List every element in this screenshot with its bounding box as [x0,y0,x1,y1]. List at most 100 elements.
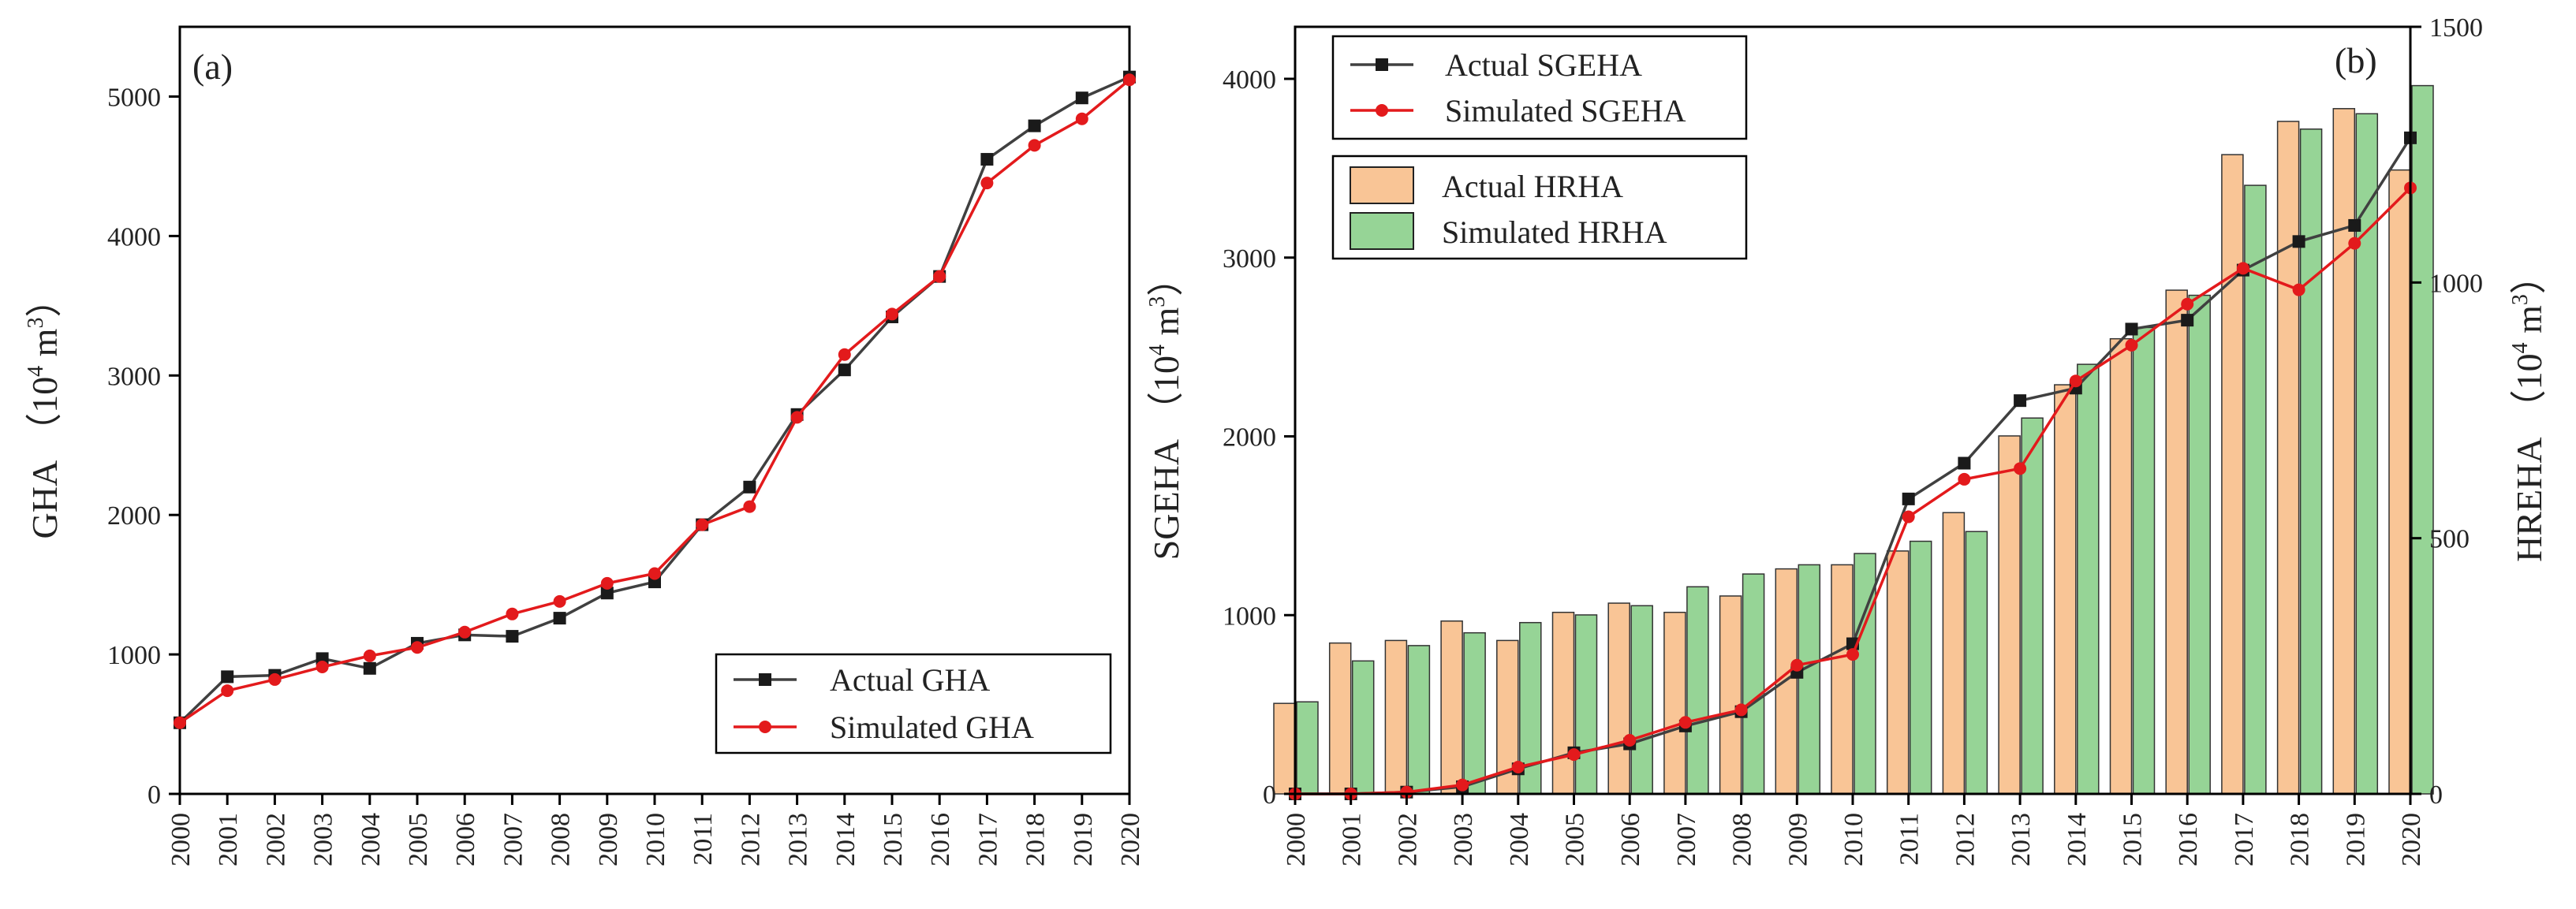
point-actual-gha-2019 [1075,91,1088,105]
panel-b-left-ytick-label: 2000 [1223,423,1276,453]
panel-b-xtick-label: 2002 [1393,813,1422,866]
panel-b-left-ytick-label: 3000 [1223,244,1276,274]
point-actual-gha-2001 [221,670,234,684]
point-simulated-gha-2019 [1075,112,1088,125]
point-simulated-sgeha-2017 [2236,262,2249,275]
panel-b-xtick-label: 2016 [2174,813,2203,866]
point-actual-sgeha-2012 [1958,456,1971,470]
series-simulated-gha-line [179,78,1131,725]
panel-b-xtick-marks [1294,794,2412,805]
point-simulated-sgeha-2016 [2181,297,2194,311]
legend-actual-sgeha-label: Actual SGEHA [1445,47,1642,83]
panel-b-xtick-label: 2006 [1616,813,1645,866]
panel-a-y-axis-title: GHA（104 m3） [24,281,65,539]
point-actual-gha-2007 [506,630,519,643]
panel-b-xtick-label: 2019 [2341,813,2370,866]
panel-a-ytick-label: 0 [147,780,161,810]
panel-a-xtick-label: 2007 [498,813,528,866]
point-simulated-gha-2020 [1123,73,1136,87]
point-simulated-sgeha-2008 [1734,703,1748,717]
point-simulated-gha-2009 [600,576,614,590]
bar-actual-hrha-2000 [1273,702,1296,795]
panel-a-xtick-label: 2014 [831,813,861,866]
panel-b-right-ytick-labels: 0 500 1000 1500 [2429,13,2483,810]
bar-simulated-hrha-2014 [2077,363,2100,795]
panel-b-xtick-label: 2018 [2286,813,2315,866]
bar-simulated-hrha-2003 [1463,631,1486,795]
panel-b-lines [1289,131,2417,800]
bar-actual-hrha-2019 [2332,108,2356,795]
panel-a-xtick-label: 2005 [404,813,433,866]
point-actual-gha-2018 [1028,119,1041,132]
bar-actual-hrha-2011 [1886,550,1910,795]
panel-b-xtick-label: 2011 [1895,813,1925,866]
point-simulated-sgeha-2011 [1902,510,1915,523]
point-simulated-sgeha-2018 [2292,283,2305,296]
panel-a-xtick-labels: 2000 2001 2002 2003 2004 2005 2006 2007 2008 2009… [166,813,1145,866]
series-actual-gha-line [178,76,1130,725]
legend-actual-gha-label: Actual GHA [830,662,990,698]
panel-b-xtick-label: 2014 [2063,813,2092,866]
panel-a-xtick-label: 2011 [689,813,718,866]
bar-simulated-hrha-2005 [1574,614,1598,795]
point-actual-gha-2014 [838,363,851,377]
bar-actual-hrha-2016 [2165,289,2188,795]
bar-simulated-hrha-2015 [2132,326,2156,795]
bar-actual-hrha-2020 [2388,169,2411,795]
point-simulated-gha-2017 [980,177,994,190]
point-actual-sgeha-2011 [1902,492,1915,505]
point-simulated-gha-2004 [363,649,376,662]
point-simulated-sgeha-2006 [1623,733,1637,747]
point-actual-sgeha-2016 [2181,314,2194,327]
bar-simulated-hrha-2013 [2021,417,2044,795]
point-actual-sgeha-2018 [2292,235,2305,248]
point-simulated-gha-2012 [743,500,756,513]
point-actual-sgeha-2013 [2014,394,2027,408]
bar-actual-hrha-2005 [1551,611,1575,795]
panel-b-xtick-label: 2005 [1561,813,1590,866]
panel-b-xtick-label: 2003 [1449,813,1478,866]
point-simulated-sgeha-2002 [1400,785,1413,799]
panel-a-xtick-label: 2000 [166,813,196,866]
panel-a-xtick-label: 2016 [926,813,955,866]
panel-b-line-legend-box [1331,35,1748,140]
point-actual-gha-2012 [743,480,756,494]
bar-simulated-hrha-2009 [1798,564,1821,795]
panel-b-right-ytick-marks [2410,25,2421,795]
panel-a-xtick-marks [178,794,1131,805]
panel-b-xtick-label: 2015 [2119,813,2148,866]
panel-a-xtick-label: 2008 [547,813,576,866]
point-simulated-gha-2005 [411,641,424,654]
point-simulated-sgeha-2019 [2348,237,2361,250]
panel-b-label: (b) [2335,40,2377,80]
point-simulated-sgeha-2009 [1790,658,1804,672]
panel-b-right-ytick-label: 0 [2429,780,2443,810]
panel-b-xtick-label: 2008 [1728,813,1757,866]
legend-actual-sgeha-marker [1376,58,1388,71]
point-actual-sgeha-2015 [2125,322,2138,336]
point-actual-sgeha-2019 [2348,218,2361,232]
point-actual-gha-2008 [553,612,566,625]
legend-actual-gha-marker [759,673,771,686]
point-simulated-sgeha-2012 [1958,472,1971,486]
point-simulated-gha-2000 [174,716,186,729]
point-simulated-sgeha-2015 [2125,338,2138,352]
point-simulated-sgeha-2004 [1511,760,1525,773]
panel-b-right-y-axis-title: HREHA（104 m3） [2508,258,2549,562]
bar-actual-hrha-2015 [2109,337,2133,795]
bar-simulated-hrha-2006 [1630,605,1653,795]
panel-a-legend: Actual GHA Simulated GHA [715,653,1112,754]
point-actual-gha-2009 [600,587,614,600]
panel-a-xtick-label: 2009 [594,813,623,866]
panel-b-right-ytick-label: 500 [2429,525,2470,554]
panel-b-line-legend: Actual SGEHA Simulated SGEHA [1331,35,1748,140]
bar-simulated-hrha-2008 [1742,573,1765,795]
bar-actual-hrha-2008 [1719,595,1742,795]
panel-a-xtick-label: 2010 [641,813,670,866]
panel-a-ytick-label: 4000 [107,222,161,251]
panel-b-left-ytick-label: 1000 [1223,602,1276,631]
legend-simulated-sgeha-label: Simulated SGEHA [1445,93,1686,129]
panel-b-left-ytick-marks [1284,77,1295,795]
